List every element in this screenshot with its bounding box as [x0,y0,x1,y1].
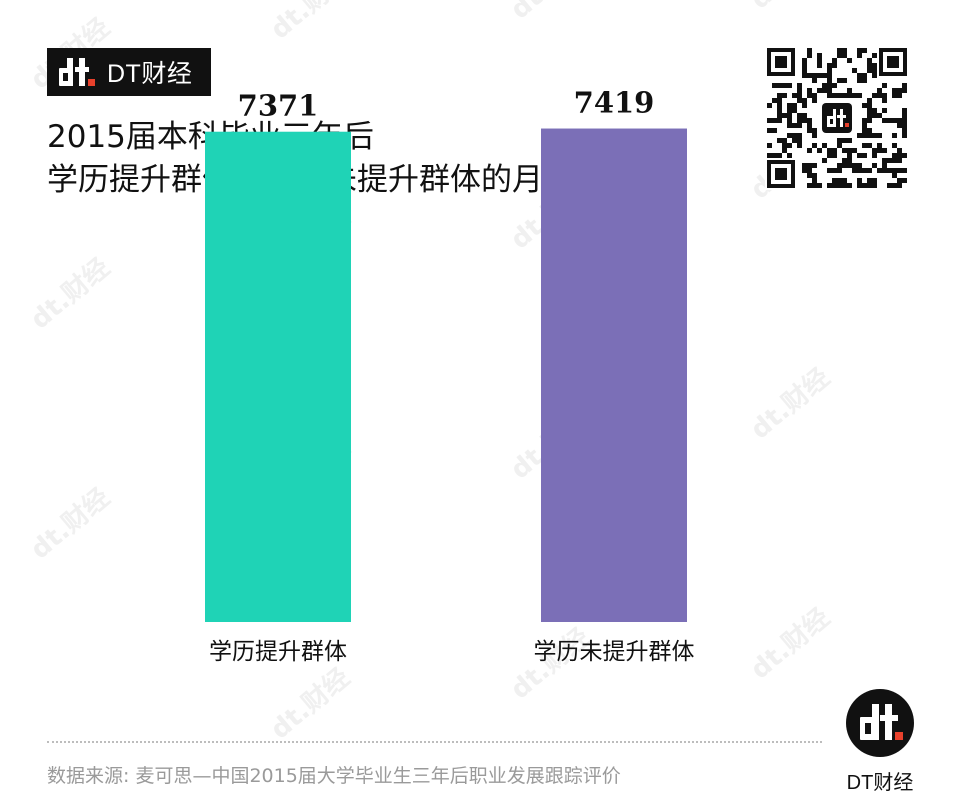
brand-tag: DT财经 [47,48,211,96]
bar-2 [541,128,687,622]
dt-logo-icon [846,689,914,757]
logo-caption: DT财经 [846,772,914,794]
bar-chart: 7371 学历提升群体 7419 学历未提升群体 [205,86,695,665]
data-source-note: 数据来源: 麦可思—中国2015届大学毕业生三年后职业发展跟踪评价 [47,765,621,787]
bar-1 [205,131,351,622]
footer-divider [47,741,822,743]
qr-code-icon [765,46,909,190]
dt-mark-icon [59,58,95,86]
bar-value-label-2: 7419 [574,86,655,120]
bar-value-label-1: 7371 [238,89,319,123]
category-label-1: 学历提升群体 [209,639,347,665]
brand-name: DT财经 [107,60,193,88]
category-label-2: 学历未提升群体 [534,639,695,665]
